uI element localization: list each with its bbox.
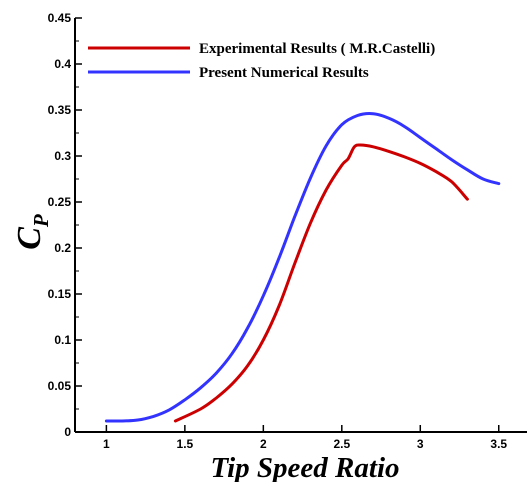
y-tick-label: 0 bbox=[64, 425, 71, 439]
legend: Experimental Results ( M.R.Castelli) Pres… bbox=[88, 41, 435, 81]
x-tick-label: 3.5 bbox=[490, 437, 507, 451]
x-ticks: 1 1.5 2 2.5 3 3.5 bbox=[103, 425, 507, 451]
x-axis-title: Tip Speed Ratio bbox=[210, 452, 399, 482]
series-line-1 bbox=[173, 143, 469, 423]
x-tick-label: 1 bbox=[103, 437, 110, 451]
x-tick-label: 1.5 bbox=[177, 437, 194, 451]
legend-label-2: Present Numerical Results bbox=[199, 65, 369, 81]
x-tick-label: 2 bbox=[260, 437, 267, 451]
y-axis-title-subscript: P bbox=[29, 214, 53, 228]
y-ticks: 0 0.05 0.1 0.15 0.2 0.25 0.3 0.35 0.4 0.45 bbox=[48, 11, 82, 439]
y-axis-title-main: C bbox=[11, 227, 48, 250]
series-layer bbox=[104, 112, 501, 423]
y-tick-label: 0.25 bbox=[48, 195, 72, 209]
y-tick-label: 0.1 bbox=[54, 333, 71, 347]
y-tick-label: 0.3 bbox=[54, 149, 71, 163]
y-tick-label: 0.05 bbox=[48, 379, 72, 393]
series-line-2 bbox=[104, 112, 501, 423]
y-tick-label: 0.15 bbox=[48, 287, 72, 301]
y-axis-title: CP bbox=[11, 214, 53, 250]
x-tick-label: 2.5 bbox=[333, 437, 350, 451]
y-tick-label: 0.45 bbox=[48, 11, 72, 25]
y-tick-label: 0.4 bbox=[54, 57, 71, 71]
legend-label-1: Experimental Results ( M.R.Castelli) bbox=[199, 41, 435, 57]
y-tick-label: 0.2 bbox=[54, 241, 71, 255]
y-tick-label: 0.35 bbox=[48, 103, 72, 117]
x-tick-label: 3 bbox=[417, 437, 424, 451]
